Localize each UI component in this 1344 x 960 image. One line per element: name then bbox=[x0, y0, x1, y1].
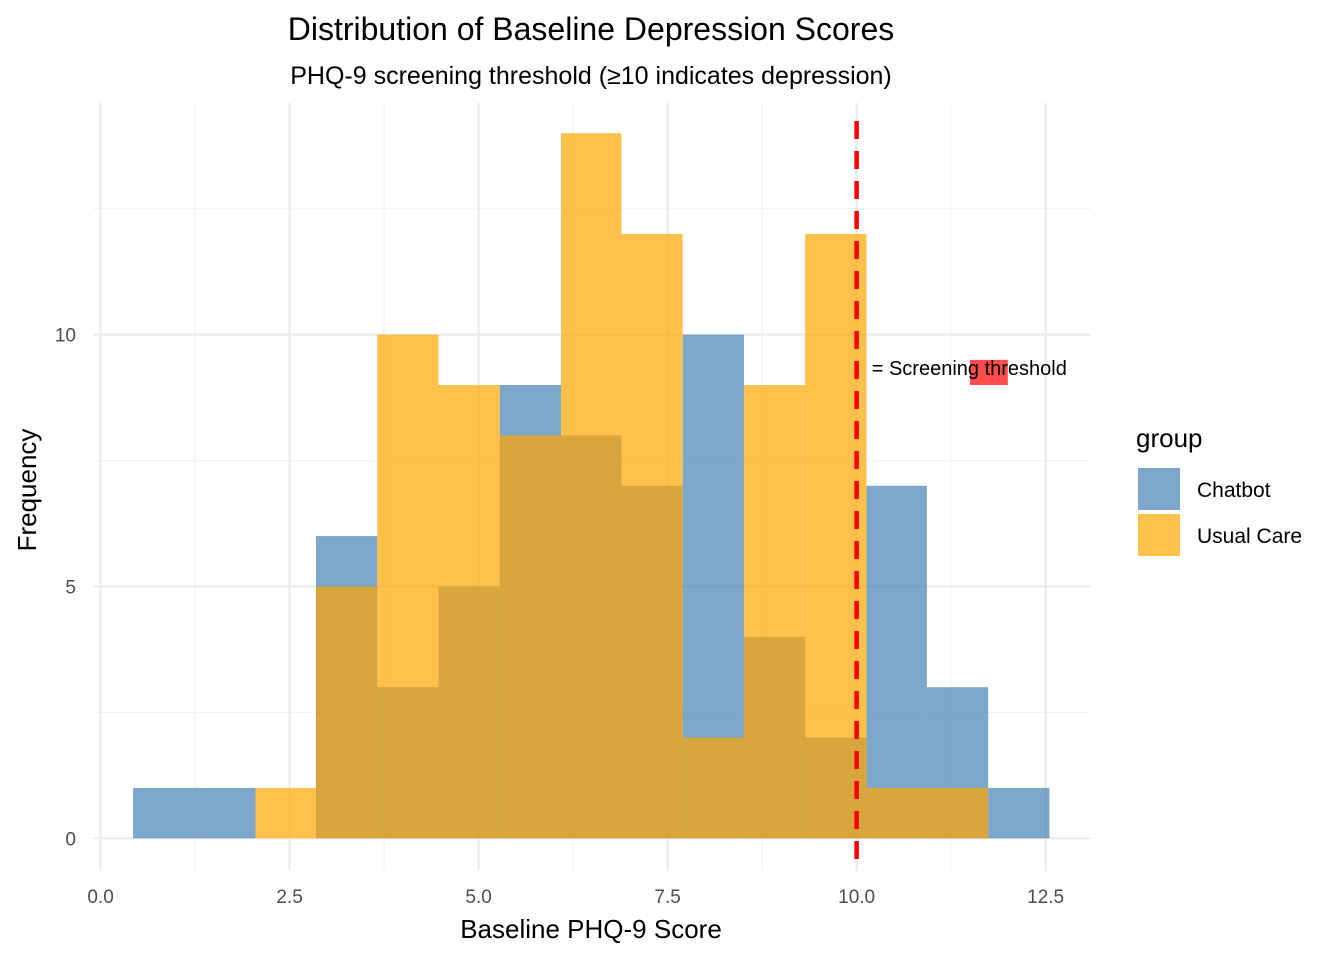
y-axis-ticks: 0 5 10 bbox=[55, 326, 76, 851]
legend-swatch-usual-care bbox=[1138, 514, 1180, 556]
x-axis-ticks: 0.0 2.5 5.0 7.5 10.0 12.5 bbox=[87, 887, 1064, 908]
legend-title: group bbox=[1136, 423, 1203, 453]
legend-label-chatbot: Chatbot bbox=[1197, 479, 1271, 502]
histogram-bar bbox=[988, 787, 1050, 839]
histogram-bar bbox=[926, 787, 989, 839]
histogram-bar bbox=[316, 586, 378, 839]
legend-swatch-chatbot bbox=[1138, 468, 1180, 510]
histogram-bar bbox=[255, 787, 317, 839]
legend-label-usual-care: Usual Care bbox=[1197, 525, 1302, 548]
x-tick-label: 0.0 bbox=[87, 887, 113, 908]
annotation-text: = Screening threshold bbox=[872, 358, 1067, 380]
histogram-bar bbox=[377, 334, 439, 839]
histogram-bar bbox=[194, 787, 256, 839]
histogram-bar bbox=[133, 787, 195, 839]
annotation-swatch bbox=[970, 359, 1008, 386]
histogram-bar bbox=[743, 385, 806, 839]
histogram-bar bbox=[866, 787, 927, 839]
histogram-bar bbox=[438, 385, 500, 839]
histogram-bar bbox=[621, 233, 683, 839]
x-tick-label: 7.5 bbox=[654, 887, 680, 908]
x-axis-title: Baseline PHQ-9 Score bbox=[460, 914, 722, 944]
x-tick-label: 2.5 bbox=[276, 887, 302, 908]
legend: group Chatbot Usual Care bbox=[1136, 423, 1302, 556]
histogram-bar bbox=[499, 435, 562, 839]
histogram-bars bbox=[133, 133, 1050, 839]
x-tick-label: 12.5 bbox=[1027, 887, 1064, 908]
histogram-bar bbox=[866, 485, 927, 839]
x-tick-label: 10.0 bbox=[838, 887, 875, 908]
y-tick-label: 10 bbox=[55, 326, 76, 347]
y-tick-label: 5 bbox=[65, 577, 76, 598]
y-tick-label: 0 bbox=[65, 829, 76, 850]
threshold-annotation: = Screening threshold bbox=[872, 358, 1067, 386]
y-axis-title: Frequency bbox=[12, 429, 42, 552]
histogram-bar bbox=[561, 133, 622, 839]
histogram-bar bbox=[682, 737, 744, 839]
histogram-bar bbox=[805, 233, 867, 839]
x-tick-label: 5.0 bbox=[465, 887, 491, 908]
chart-subtitle: PHQ-9 screening threshold (≥10 indicates… bbox=[290, 62, 892, 90]
chart-title: Distribution of Baseline Depression Scor… bbox=[288, 11, 895, 47]
